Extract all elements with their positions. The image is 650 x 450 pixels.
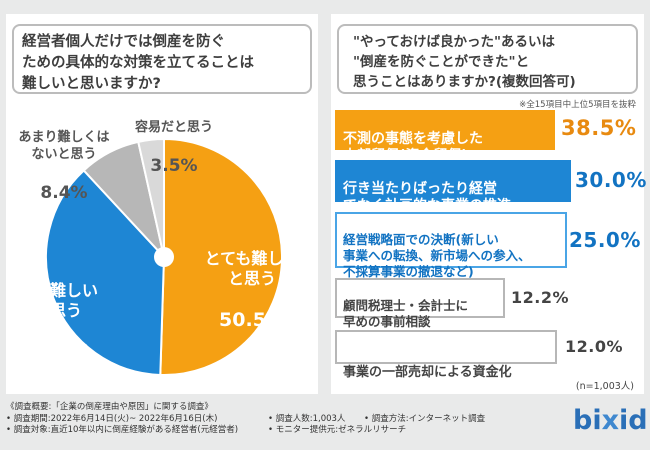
- logo-text: bi: [573, 405, 602, 436]
- bar-item: 行き当たりばったり経営 でなく計画的な事業の推進 30.0%: [335, 160, 646, 214]
- bar-item: 顧問税理士・会計士に 早めの事前相談 12.2%: [335, 278, 635, 329]
- bar-fill: 行き当たりばったり経営 でなく計画的な事業の推進: [335, 160, 571, 214]
- logo-text: x: [601, 405, 620, 436]
- logo-text: id: [619, 405, 648, 436]
- bar-fill: 経営戦略面での決断(新しい 事業への転換、新市場への参入、 不採算事業の撤退など…: [335, 212, 567, 279]
- bar-value: 38.5%: [561, 116, 637, 140]
- selection-note: ※全15項目中上位5項目を抜粋: [519, 100, 636, 110]
- survey-footer: 《調査概要:「企業の倒産理由や原因」に関する調査》 • 調査期間:2022年6月…: [6, 402, 566, 437]
- pie-label-text: あまり難しくは ないと思う: [18, 130, 110, 162]
- bar-fill: 不測の事態を考慮した 内部留保(資金留保): [335, 110, 555, 164]
- bar-item: 経営戦略面での決断(新しい 事業への転換、新市場への参入、 不採算事業の撤退など…: [335, 212, 640, 279]
- bar-label: 事業の一部売却による資金化: [343, 365, 512, 380]
- bar-question: "やっておけば良かった"あるいは "倒産を防ぐことができた"と 思うことはありま…: [337, 24, 638, 94]
- pie-panel: 経営者個人だけでは倒産を防ぐ ための具体的な対策を立てることは 難しいと思います…: [6, 14, 318, 394]
- survey-summary: 《調査概要:「企業の倒産理由や原因」に関する調査》: [6, 402, 213, 412]
- pie-label-text: やや難しい と思う: [17, 281, 98, 320]
- bar-label: 顧問税理士・会計士に 早めの事前相談: [343, 298, 469, 329]
- survey-period: • 調査期間:2022年6月14日(火)~ 2022年6月16日(木): [6, 413, 218, 424]
- bar-item: 事業の一部売却による資金化 12.0%: [335, 330, 635, 380]
- bixid-logo: bixid: [573, 405, 648, 436]
- pie-chart: [45, 137, 283, 376]
- survey-provider: • モニター提供元:ゼネラルリサーチ: [268, 425, 407, 435]
- pie-value-text: 8.4%: [40, 183, 88, 203]
- pie-question: 経営者個人だけでは倒産を防ぐ ための具体的な対策を立てることは 難しいと思います…: [12, 24, 312, 94]
- sample-size-note: (n=1,003人): [575, 381, 634, 392]
- pie-slice-somewhat-difficult: [45, 169, 166, 376]
- pie-label-text: とても難しい と思う: [204, 249, 300, 288]
- bar-item: 不測の事態を考慮した 内部留保(資金留保) 38.5%: [335, 110, 637, 164]
- pie-value-text: 50.5%: [219, 309, 285, 331]
- bar-value: 30.0%: [575, 168, 647, 192]
- survey-method: • 調査方法:インターネット調査: [364, 413, 486, 424]
- pie-center-hole: [154, 247, 174, 267]
- bar-fill: 事業の一部売却による資金化: [335, 330, 557, 380]
- bar-label: 経営戦略面での決断(新しい 事業への転換、新市場への参入、 不採算事業の撤退など…: [343, 232, 531, 279]
- survey-count: • 調査人数:1,003人: [268, 413, 346, 424]
- pie-value-text: 37.6%: [25, 341, 91, 363]
- pie-label-not-very-difficult: あまり難しくは ないと思う 8.4%: [6, 110, 122, 223]
- bar-value: 25.0%: [569, 228, 641, 252]
- pie-slice-very-difficult: [159, 137, 283, 376]
- survey-target: • 調査対象:直近10年以内に倒産経験がある経営者(元経営者): [6, 425, 239, 435]
- bar-fill: 顧問税理士・会計士に 早めの事前相談: [335, 278, 505, 329]
- pie-value-text: 3.5%: [150, 156, 198, 176]
- bar-value: 12.2%: [511, 288, 570, 307]
- pie-label-easy: 容易だと思う 3.5%: [124, 100, 224, 196]
- pie-label-somewhat-difficult: やや難しい と思う 37.6%: [10, 262, 106, 383]
- pie-label-text: 容易だと思う: [134, 120, 213, 135]
- bar-panel: "やっておけば良かった"あるいは "倒産を防ぐことができた"と 思うことはありま…: [331, 14, 646, 394]
- bar-label: 行き当たりばったり経営 でなく計画的な事業の推進: [343, 181, 511, 214]
- bar-value: 12.0%: [565, 337, 624, 356]
- pie-slice-easy: [137, 137, 165, 258]
- pie-label-very-difficult: とても難しい と思う 50.5%: [202, 230, 302, 351]
